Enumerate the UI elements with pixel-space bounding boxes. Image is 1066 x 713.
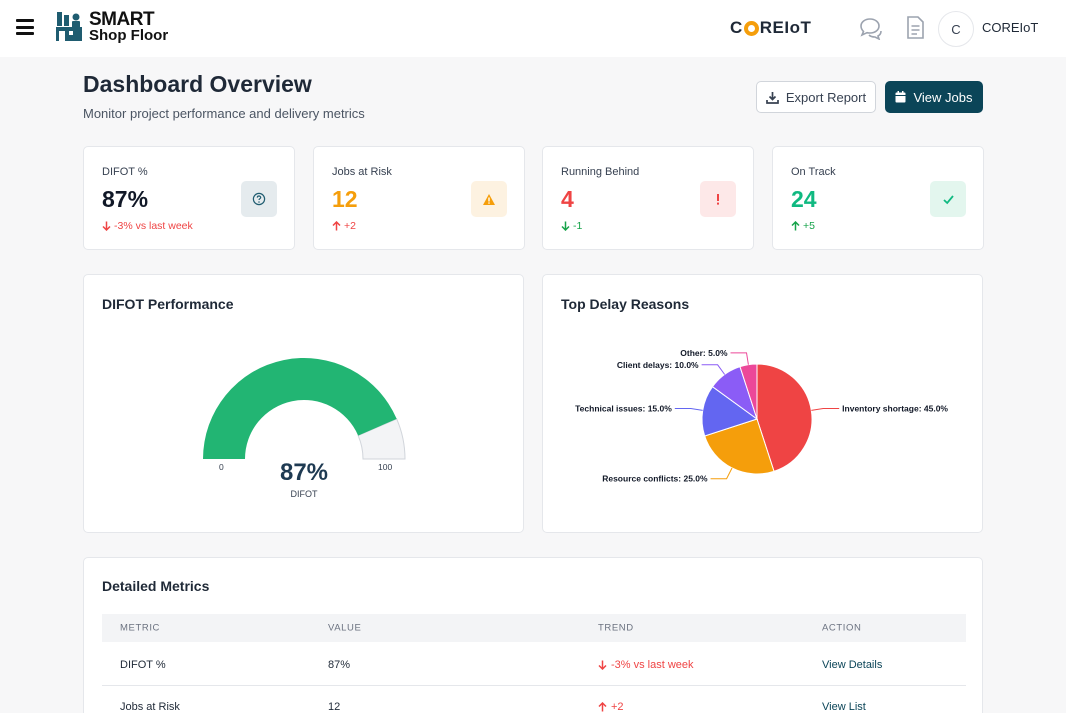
pie-label: Other: 5.0% [680,348,728,358]
arrow-up-icon [791,221,800,231]
chat-icon[interactable] [858,16,884,40]
cell-trend: +2 [598,701,624,713]
brand-logo: C REIoT [730,18,812,37]
logo-line1: SMART [89,8,155,30]
avatar[interactable]: C [938,11,974,47]
difot-panel-title: DIFOT Performance [102,296,234,312]
stat-value: 24 [791,186,817,212]
cell-metric: Jobs at Risk [120,700,180,713]
download-icon [766,91,779,104]
view-action-link[interactable]: View List [822,700,866,713]
cell-metric: DIFOT % [120,658,166,671]
stat-change: -3% vs last week [102,220,193,232]
page-subtitle: Monitor project performance and delivery… [83,106,365,121]
pie-label: Resource conflicts: 25.0% [602,474,708,484]
arrow-up-icon [332,221,341,231]
stat-change: +2 [332,220,356,232]
pie-label: Inventory shortage: 45.0% [842,404,948,414]
stat-label: Jobs at Risk [332,166,392,178]
view-jobs-button[interactable]: View Jobs [885,81,983,113]
stat-change: +5 [791,220,815,232]
page-title: Dashboard Overview [83,71,312,97]
warning-icon [471,181,507,217]
pie-label: Client delays: 10.0% [617,360,699,370]
logo-line2: Shop Floor [89,26,169,44]
delay-panel-title: Top Delay Reasons [561,296,690,312]
gauge-max-label: 100 [378,462,393,472]
cell-value: 87% [328,658,351,671]
arrow-down-icon [561,221,570,231]
delay-reasons-panel: Top Delay Reasons Inventory shortage: 45… [542,274,983,533]
cell-trend: -3% vs last week [598,659,694,671]
calendar-icon [895,91,906,103]
difot-performance-panel: DIFOT Performance 87% DIFOT 0 100 [83,274,524,533]
arrow-up-icon [598,701,607,711]
stat-card: Jobs at Risk 12 +2 [313,146,525,250]
factory-logo-icon [56,12,82,41]
check-icon [930,181,966,217]
table-row: DIFOT % 87% -3% vs last week View Details [102,644,966,686]
pie-slice [756,363,813,472]
stat-value: 4 [561,186,574,212]
stat-card: DIFOT % 87% -3% vs last week [83,146,295,250]
stat-change: -1 [561,220,582,232]
document-icon[interactable] [902,16,928,40]
gauge-value: 87% [279,459,329,486]
pie-slice [739,363,758,420]
user-name[interactable]: COREIoT [982,20,1039,35]
exclamation-icon [700,181,736,217]
view-action-link[interactable]: View Details [822,658,883,671]
pie-slice [701,385,759,437]
metrics-panel-title: Detailed Metrics [102,578,210,594]
column-header-value: VALUE [328,622,362,634]
stat-card: Running Behind 4 -1 [542,146,754,250]
stat-label: On Track [791,166,836,178]
stat-card: On Track 24 +5 [772,146,984,250]
question-icon [241,181,277,217]
table-row: Jobs at Risk 12 +2 View List [102,686,966,713]
top-bar: SMART Shop Floor C REIoT C COREIoT [0,0,1066,57]
pie-label: Technical issues: 15.0% [575,404,672,414]
gauge-fill [203,358,397,459]
pie-slice [704,418,775,475]
stat-value: 12 [332,186,358,212]
app-logo[interactable]: SMART Shop Floor [55,9,168,43]
stat-label: Running Behind [561,166,640,178]
menu-icon[interactable] [16,19,34,35]
pie-leader-line [701,364,726,375]
arrow-down-icon [102,221,111,231]
difot-gauge [203,358,406,460]
column-header-metric: METRIC [120,622,161,634]
delay-reasons-pie-chart: Inventory shortage: 45.0% Resource confli… [575,348,948,484]
metrics-table-header: METRIC VALUE TREND ACTION [102,614,966,642]
arrow-down-icon [598,660,607,670]
pie-leader-line [811,408,840,411]
export-report-button[interactable]: Export Report [756,81,876,113]
gauge-min-label: 0 [219,462,224,472]
stat-value: 87% [102,186,149,212]
gauge-track [357,418,406,460]
detailed-metrics-panel: Detailed Metrics METRIC VALUE TREND ACTI… [83,557,983,713]
column-header-action: ACTION [822,622,862,634]
stat-label: DIFOT % [102,166,148,178]
pie-leader-line [710,467,733,480]
cell-value: 12 [328,700,341,713]
column-header-trend: TREND [598,622,634,634]
pie-leader-line [674,408,703,411]
pie-leader-line [730,352,749,365]
brand-dot-icon [743,20,759,36]
gauge-caption: DIFOT [290,489,318,499]
